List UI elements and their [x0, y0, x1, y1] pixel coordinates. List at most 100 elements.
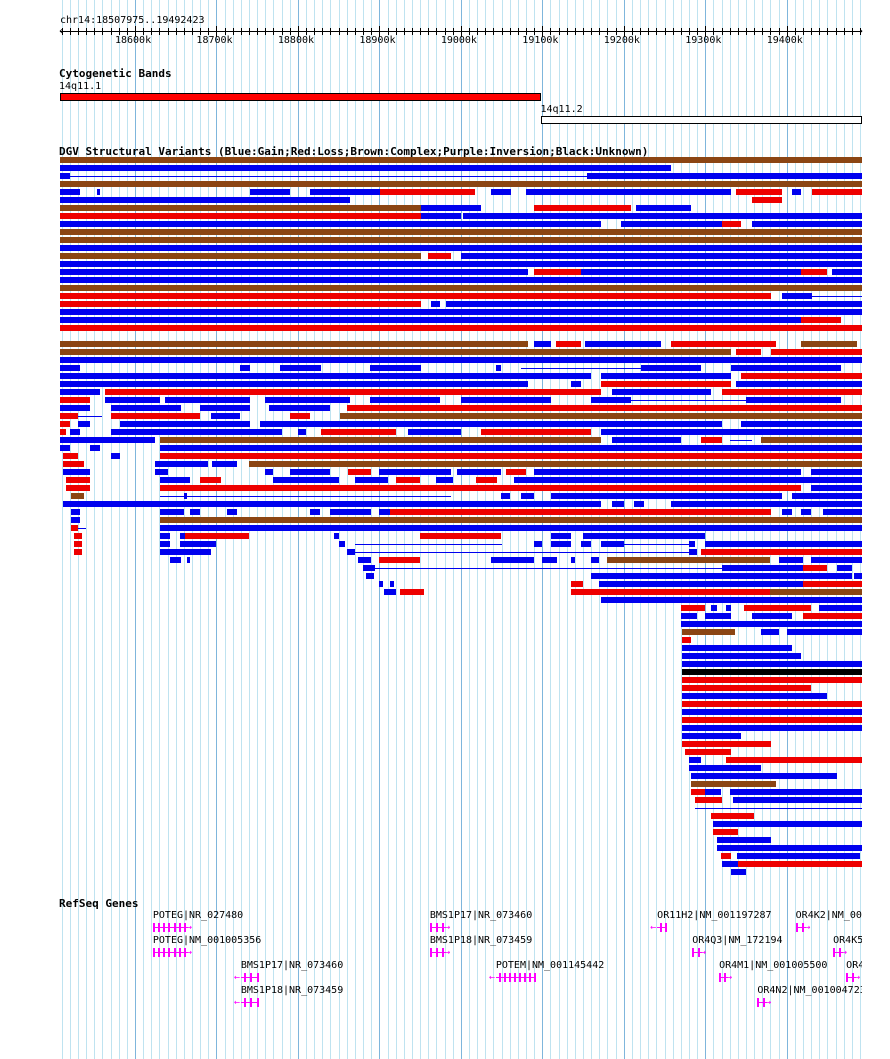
variant-connector[interactable]: [187, 496, 452, 497]
variant-gain[interactable]: [463, 213, 862, 219]
gene-exon[interactable]: [256, 973, 259, 982]
variant-complex[interactable]: [249, 461, 862, 467]
variant-gain[interactable]: [170, 557, 182, 563]
gene-label[interactable]: OR4M1|NM_001005500: [719, 960, 828, 971]
variant-gain[interactable]: [436, 477, 453, 483]
variant-gain[interactable]: [389, 581, 395, 587]
variant-gain[interactable]: [801, 509, 812, 515]
gene-exon[interactable]: [183, 923, 186, 932]
variant-loss[interactable]: [802, 581, 862, 587]
variant-gain[interactable]: [691, 773, 838, 779]
variant-loss[interactable]: [73, 549, 82, 555]
variant-gain[interactable]: [260, 421, 722, 427]
variant-loss[interactable]: [63, 461, 84, 467]
variant-complex[interactable]: [60, 157, 862, 163]
variant-gain[interactable]: [60, 245, 862, 251]
variant-gain[interactable]: [63, 501, 601, 507]
gene-exon[interactable]: [795, 923, 798, 932]
variant-gain[interactable]: [460, 397, 552, 403]
variant-gain[interactable]: [60, 357, 862, 363]
variant-gain[interactable]: [688, 549, 698, 555]
gene-exon[interactable]: [243, 973, 246, 982]
variant-gain[interactable]: [781, 293, 812, 299]
variant-gain[interactable]: [354, 477, 388, 483]
variant-loss[interactable]: [481, 429, 592, 435]
variant-loss[interactable]: [771, 349, 862, 355]
variant-gain[interactable]: [490, 189, 512, 195]
variant-loss[interactable]: [681, 637, 692, 643]
variant-gain[interactable]: [741, 421, 862, 427]
variant-gain[interactable]: [60, 189, 81, 195]
gene-label[interactable]: BMS1P18|NR_073459: [240, 985, 344, 996]
variant-gain[interactable]: [407, 429, 461, 435]
variant-loss[interactable]: [60, 213, 421, 219]
variant-gain[interactable]: [551, 493, 782, 499]
variant-gain[interactable]: [611, 501, 624, 507]
variant-gain[interactable]: [269, 405, 331, 411]
variant-loss[interactable]: [60, 429, 66, 435]
variant-loss[interactable]: [505, 469, 526, 475]
variant-gain[interactable]: [187, 557, 191, 563]
variant-gain[interactable]: [60, 221, 601, 227]
variant-gain[interactable]: [721, 861, 738, 867]
variant-connector[interactable]: [354, 552, 689, 553]
variant-gain[interactable]: [681, 653, 802, 659]
variant-loss[interactable]: [348, 469, 372, 475]
variant-gain[interactable]: [179, 533, 186, 539]
gene-exon[interactable]: [724, 973, 727, 982]
variant-gain[interactable]: [751, 613, 792, 619]
variant-gain[interactable]: [688, 541, 696, 547]
gene-exon[interactable]: [508, 973, 511, 982]
variant-gain[interactable]: [379, 509, 390, 515]
variant-gain[interactable]: [60, 365, 81, 371]
variant-loss[interactable]: [320, 429, 396, 435]
variant-loss[interactable]: [475, 477, 498, 483]
variant-gain[interactable]: [570, 557, 575, 563]
variant-gain[interactable]: [819, 605, 862, 611]
gene-exon[interactable]: [518, 973, 521, 982]
variant-gain[interactable]: [751, 221, 862, 227]
gene-exon[interactable]: [436, 948, 439, 957]
gene-exon[interactable]: [838, 948, 841, 957]
gene-exon[interactable]: [523, 973, 526, 982]
variant-gain[interactable]: [249, 189, 290, 195]
gene-label[interactable]: BMS1P17|NR_073460: [240, 960, 344, 971]
variant-gain[interactable]: [542, 557, 557, 563]
variant-gain[interactable]: [732, 797, 862, 803]
variant-gain[interactable]: [279, 365, 321, 371]
variant-complex[interactable]: [60, 341, 529, 347]
gene-exon[interactable]: [429, 923, 432, 932]
gene-exon[interactable]: [178, 948, 181, 957]
variant-gain[interactable]: [716, 837, 772, 843]
variant-loss[interactable]: [737, 861, 862, 867]
variant-gain[interactable]: [430, 301, 441, 307]
variant-complex[interactable]: [160, 437, 601, 443]
variant-gain[interactable]: [781, 509, 792, 515]
variant-gain[interactable]: [370, 365, 421, 371]
variant-loss[interactable]: [721, 221, 742, 227]
variant-gain[interactable]: [726, 605, 732, 611]
variant-gain[interactable]: [155, 469, 168, 475]
variant-complex[interactable]: [60, 229, 862, 235]
variant-loss[interactable]: [389, 509, 772, 515]
variant-gain[interactable]: [155, 461, 209, 467]
variant-gain[interactable]: [634, 501, 645, 507]
variant-gain[interactable]: [811, 557, 862, 563]
variant-complex[interactable]: [60, 237, 862, 243]
variant-gain[interactable]: [534, 341, 552, 347]
variant-loss[interactable]: [534, 269, 582, 275]
variant-gain[interactable]: [110, 453, 121, 459]
variant-loss[interactable]: [736, 349, 762, 355]
variant-gain[interactable]: [713, 821, 862, 827]
cytoband-14q11-1[interactable]: [60, 93, 542, 101]
variant-gain[interactable]: [90, 445, 100, 451]
gene-label[interactable]: OR4Q3|NM_172194: [692, 935, 783, 946]
gene-exon[interactable]: [436, 923, 439, 932]
variant-loss[interactable]: [428, 253, 452, 259]
gene-exon[interactable]: [442, 948, 445, 957]
variant-loss[interactable]: [570, 581, 584, 587]
variant-gain[interactable]: [671, 501, 862, 507]
variant-gain[interactable]: [513, 477, 862, 483]
gene-exon[interactable]: [846, 973, 849, 982]
variant-gain[interactable]: [265, 397, 351, 403]
